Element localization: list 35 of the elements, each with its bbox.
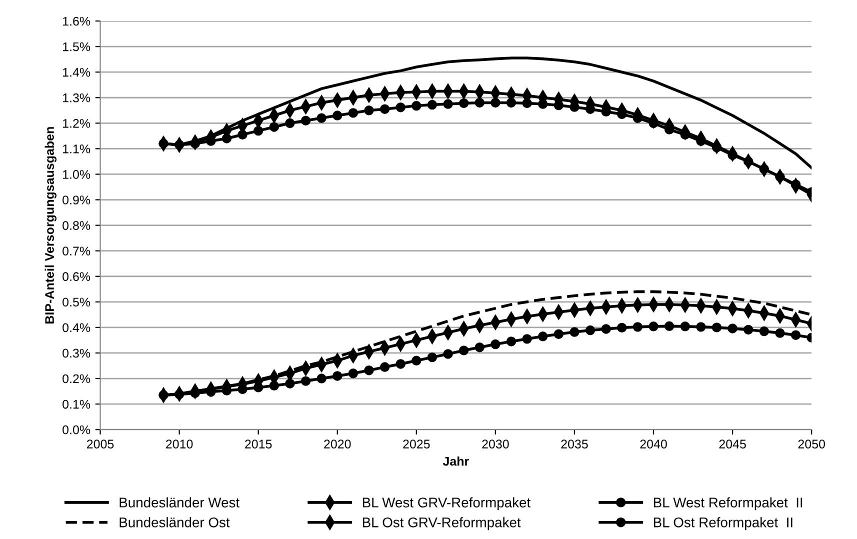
y-tick-label: 0.0%: [62, 425, 90, 434]
x-tick-label: 2025: [403, 440, 430, 448]
x-tick-label: 2010: [166, 440, 193, 448]
x-tick-label: 2015: [245, 440, 272, 448]
y-tick-label: 0.1%: [62, 400, 90, 409]
y-tick-label: 0.6%: [62, 272, 90, 282]
y-tick-label: 1.0%: [63, 170, 90, 179]
x-tick-label: 2005: [86, 440, 114, 448]
legend-label: BL Ost GRV-Reformpaket: [362, 517, 521, 530]
y-tick-label: 1.2%: [63, 118, 90, 128]
y-tick-label: 0.7%: [62, 246, 90, 256]
x-tick-label: 2035: [561, 440, 588, 448]
y-tick-label: 1.5%: [63, 42, 90, 52]
x-tick-label: 2050: [798, 440, 825, 448]
y-tick-label: 1.3%: [63, 93, 90, 102]
legend-label: BL West GRV-Reformpaket: [362, 497, 530, 510]
y-tick-label: 1.4%: [63, 68, 90, 77]
y-tick-label: 0.2%: [62, 374, 90, 384]
x-tick-label: 2045: [719, 440, 746, 448]
x-tick-label: 2030: [482, 440, 509, 448]
legend-label: Bundesländer West: [120, 497, 240, 508]
legend-label: BL West Reformpaket II: [654, 497, 802, 510]
x-tick-label: 2040: [640, 440, 667, 448]
y-tick-label: 1.1%: [63, 144, 90, 154]
y-axis-title: BIP-Anteil Versorgungsausgaben: [44, 127, 56, 324]
y-tick-label: 0.3%: [62, 348, 90, 358]
y-tick-label: 0.9%: [62, 196, 90, 204]
y-tick-label: 0.5%: [62, 298, 90, 307]
y-tick-label: 0.8%: [62, 221, 90, 230]
x-tick-label: 2020: [324, 440, 351, 448]
x-axis-title: Jahr: [442, 456, 469, 466]
legend-label: Bundesländer Ost: [120, 517, 230, 528]
y-tick-label: 0.4%: [62, 323, 90, 332]
legend-label: BL Ost Reformpaket II: [654, 517, 792, 530]
y-tick-label: 1.6%: [63, 16, 90, 26]
